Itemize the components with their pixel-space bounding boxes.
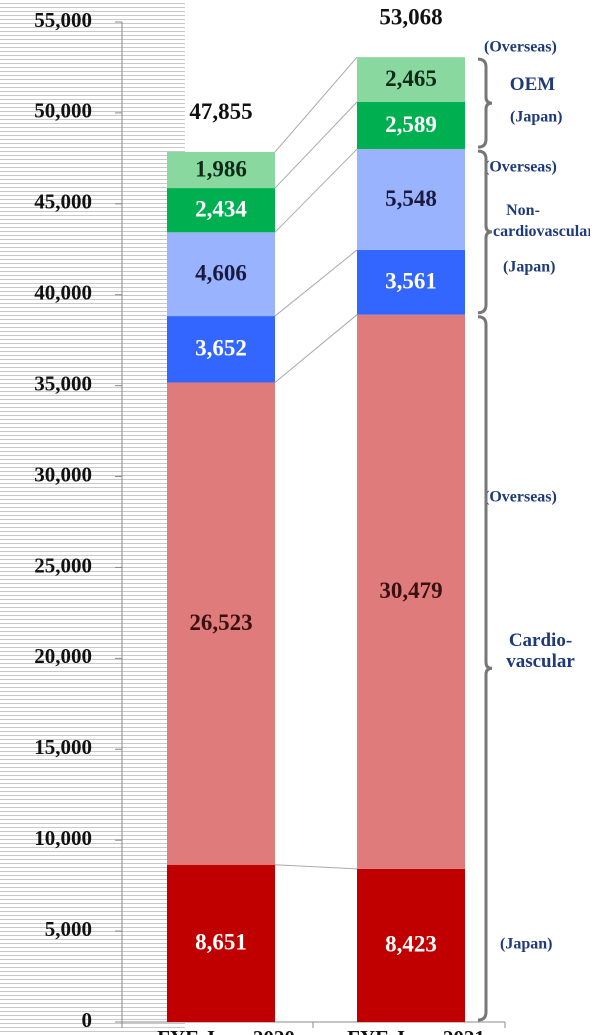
bar-segment: [167, 151, 275, 189]
connector: [274, 249, 358, 317]
y-tick-label: 55,000: [34, 8, 92, 32]
y-tick-label: 15,000: [34, 735, 92, 759]
value-label: 30,479: [379, 578, 442, 603]
series-label: (Overseas): [484, 159, 557, 176]
bar-segment: [357, 314, 465, 869]
value-label: 4,606: [195, 260, 247, 285]
group-label-box: OEM: [509, 74, 556, 95]
bar-segment: [167, 382, 275, 865]
group-label: OEM: [509, 74, 556, 95]
group-bracket: [477, 149, 493, 315]
value-label: 3,652: [195, 336, 247, 361]
group-label-box: Cardio-vascular: [506, 630, 575, 672]
connector: [274, 56, 358, 153]
total-label: 53,068: [379, 4, 442, 29]
connector: [274, 101, 358, 189]
y-tick-label: 5,000: [45, 917, 92, 941]
y-tick-label: 30,000: [34, 462, 92, 486]
value-label: 3,561: [385, 269, 437, 294]
y-tick-label: 50,000: [34, 99, 92, 123]
bar-segment: [357, 102, 465, 150]
group-label: Non-cardiovascular: [493, 202, 590, 240]
x-tick-label: FYE June 2020: [157, 1026, 295, 1035]
y-tick-label: 45,000: [34, 190, 92, 214]
value-label: 26,523: [189, 610, 252, 635]
y-tick-label: 25,000: [34, 553, 92, 577]
background-stripes: [0, 0, 185, 1035]
bar-segment: [167, 864, 275, 1022]
value-label: 8,423: [385, 932, 437, 957]
bar-segment: [357, 868, 465, 1022]
series-label: (Japan): [500, 936, 552, 953]
value-label: 2,589: [385, 112, 437, 137]
series-label: (Japan): [503, 259, 555, 276]
total-label: 47,855: [189, 99, 252, 124]
y-tick-label: 0: [82, 1008, 93, 1032]
group-bracket: [477, 57, 493, 149]
group-bracket: [477, 315, 493, 1022]
bar-segment: [357, 149, 465, 250]
connector: [274, 148, 358, 233]
value-label: 1,986: [195, 156, 247, 181]
y-tick-label: 35,000: [34, 371, 92, 395]
bar-segment: [167, 316, 275, 383]
connector: [274, 864, 358, 870]
y-tick-label: 10,000: [34, 826, 92, 850]
bar-segment: [357, 57, 465, 102]
value-label: 8,651: [195, 930, 247, 955]
group-label: Cardio-vascular: [506, 630, 575, 672]
x-tick-label: FYE June 2021: [347, 1026, 485, 1035]
series-label: (Overseas): [484, 489, 557, 506]
connector: [274, 314, 358, 383]
bar-segment: [357, 249, 465, 315]
series-label: (Overseas): [484, 39, 557, 56]
value-label: 2,465: [385, 66, 437, 91]
y-tick-label: 40,000: [34, 281, 92, 305]
bar-segment: [167, 188, 275, 233]
value-label: 5,548: [385, 186, 437, 211]
group-label-box: Non-cardiovascular: [493, 202, 590, 240]
series-label: (Japan): [510, 109, 562, 126]
bar-segment: [167, 232, 275, 317]
y-tick-label: 20,000: [34, 644, 92, 668]
value-label: 2,434: [195, 196, 247, 221]
